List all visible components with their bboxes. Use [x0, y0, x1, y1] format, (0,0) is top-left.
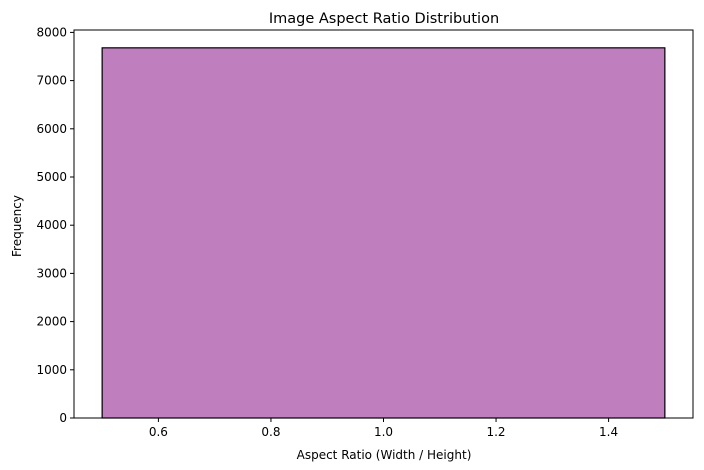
y-tick-label: 0 [59, 411, 67, 425]
x-axis-label: Aspect Ratio (Width / Height) [297, 448, 472, 462]
histogram-bar-0 [101, 47, 666, 419]
y-axis: 0 1000 2000 3000 4000 5000 6000 7000 8000 [36, 25, 74, 425]
y-axis-label: Frequency [10, 195, 24, 257]
y-tick-label: 8000 [36, 25, 67, 39]
y-tick-label: 5000 [36, 170, 67, 184]
y-tick-label: 1000 [36, 363, 67, 377]
y-tick-label: 6000 [36, 122, 67, 136]
y-tick-label: 7000 [36, 74, 67, 88]
y-tick-label: 2000 [36, 315, 67, 329]
x-tick-label: 1.2 [486, 425, 505, 439]
x-axis: 0.6 0.8 1.0 1.2 1.4 [149, 418, 618, 439]
x-tick-label: 0.6 [149, 425, 168, 439]
x-tick-label: 0.8 [261, 425, 280, 439]
y-tick-label: 4000 [36, 218, 67, 232]
bars-group [101, 47, 666, 419]
x-tick-label: 1.4 [599, 425, 618, 439]
y-tick-label: 3000 [36, 266, 67, 280]
x-tick-label: 1.0 [374, 425, 393, 439]
chart-title: Image Aspect Ratio Distribution [269, 11, 499, 27]
